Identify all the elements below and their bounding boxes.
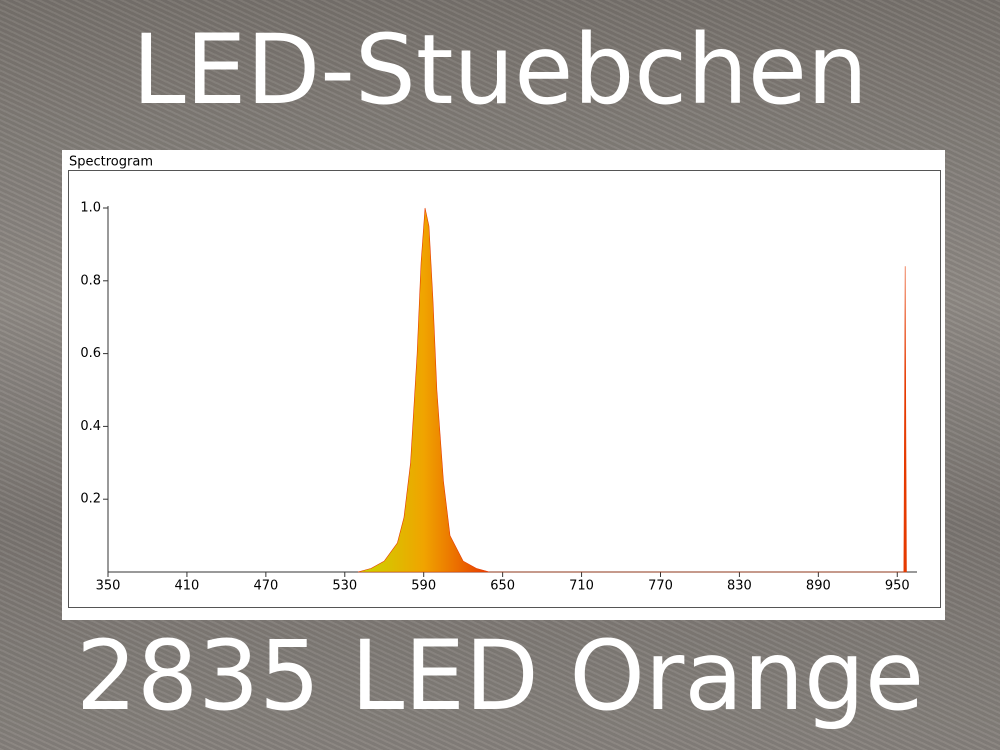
- y-tick-label: 1.0: [80, 201, 101, 216]
- x-tick-label: 650: [490, 579, 515, 594]
- chart-title: Spectrogram: [69, 155, 153, 170]
- x-tick-label: 470: [253, 579, 278, 594]
- chart-frame: [68, 170, 941, 608]
- x-tick-label: 710: [569, 579, 594, 594]
- x-tick-label: 890: [806, 579, 831, 594]
- x-tick-label: 410: [175, 579, 200, 594]
- x-tick-label: 590: [411, 579, 436, 594]
- chart-panel: [62, 150, 945, 620]
- x-tick-label: 830: [727, 579, 752, 594]
- x-tick-label: 530: [332, 579, 357, 594]
- x-tick-label: 950: [885, 579, 910, 594]
- footer-caption: 2835 LED Orange: [75, 620, 925, 732]
- x-tick-label: 350: [96, 579, 121, 594]
- spectrum-area: [357, 207, 907, 573]
- x-tick-label: 770: [648, 579, 673, 594]
- y-tick-label: 0.4: [80, 419, 101, 434]
- y-tick-label: 0.6: [80, 346, 101, 361]
- header-title: LED-Stuebchen: [132, 14, 868, 126]
- y-tick-label: 0.2: [80, 492, 101, 507]
- y-tick-label: 0.8: [80, 273, 101, 288]
